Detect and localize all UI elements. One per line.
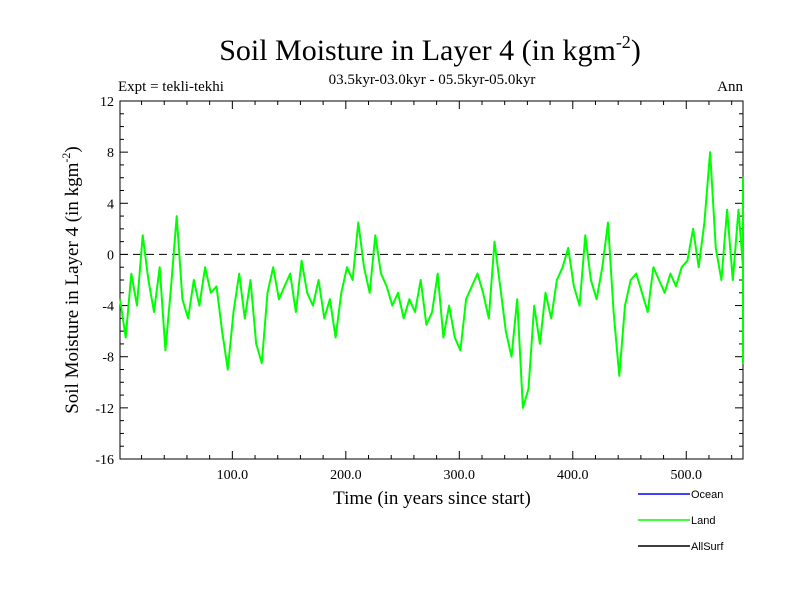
x-tick-label: 100.0 <box>217 468 249 483</box>
x-tick-label: 200.0 <box>330 468 362 483</box>
y-tick-label: -4 <box>102 300 114 315</box>
y-tick-label: -16 <box>95 453 114 468</box>
x-axis: 100.0 200.0 300.0 400.0 500.0 <box>141 101 733 483</box>
y-tick-label: 4 <box>107 197 114 212</box>
legend-label-land: Land <box>691 515 715 527</box>
y-tick-label: -8 <box>102 351 114 366</box>
y-tick-label: 12 <box>100 95 114 110</box>
series-layer <box>119 151 744 409</box>
legend: Ocean Land AllSurf <box>638 489 724 553</box>
series-line-land <box>119 151 744 409</box>
y-axis-label: Soil Moisture in Layer 4 (in kgm-2) <box>59 146 83 414</box>
chart-title: Soil Moisture in Layer 4 (in kgm-2) <box>219 32 641 67</box>
experiment-label: Expt = tekli-tekhi <box>118 79 224 95</box>
x-tick-label: 500.0 <box>671 468 703 483</box>
legend-label-allsurf: AllSurf <box>691 541 724 553</box>
y-tick-label: 0 <box>107 248 114 263</box>
x-tick-label: 300.0 <box>444 468 476 483</box>
y-axis: -16 -12 -8 -4 0 4 8 12 <box>95 95 743 468</box>
period-label: Ann <box>717 79 743 95</box>
legend-label-ocean: Ocean <box>691 489 723 501</box>
chart-subtitle: 03.5kyr-03.0kyr - 05.5kyr-05.0kyr <box>329 72 536 88</box>
plot-frame <box>119 100 744 460</box>
x-axis-label: Time (in years since start) <box>333 488 531 509</box>
y-tick-label: -12 <box>95 402 114 417</box>
x-tick-label: 400.0 <box>557 468 589 483</box>
y-tick-label: 8 <box>107 146 114 161</box>
